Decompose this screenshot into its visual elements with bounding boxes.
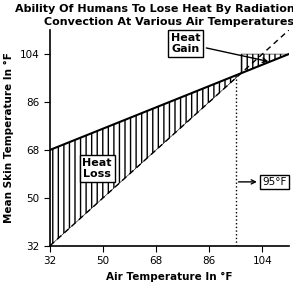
X-axis label: Air Temperature In °F: Air Temperature In °F xyxy=(106,272,233,282)
Text: Heat
Gain: Heat Gain xyxy=(171,33,267,62)
Title: Ability Of Humans To Lose Heat By Radiation And
Convection At Various Air Temper: Ability Of Humans To Lose Heat By Radiat… xyxy=(16,4,293,27)
Text: 95°F: 95°F xyxy=(239,177,287,187)
Y-axis label: Mean Skin Temperature In °F: Mean Skin Temperature In °F xyxy=(4,53,14,223)
Text: Heat
Loss: Heat Loss xyxy=(82,158,112,179)
